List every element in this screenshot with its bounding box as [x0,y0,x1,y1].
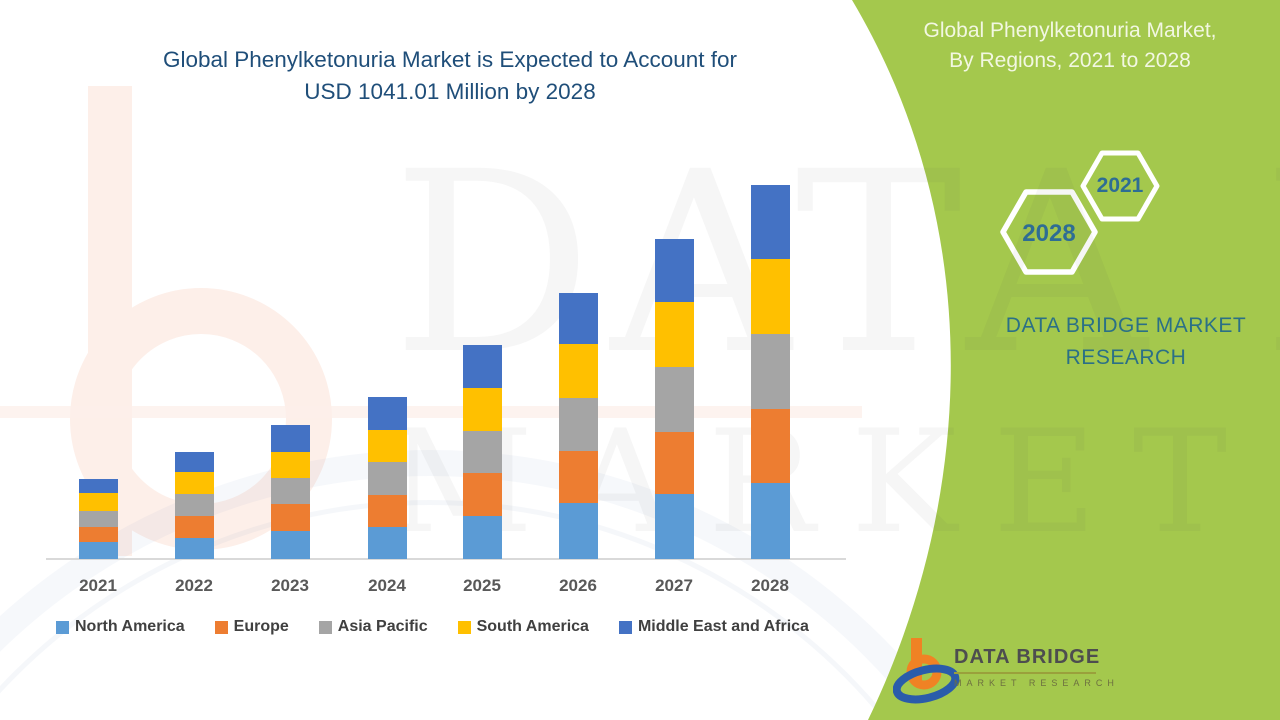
chart-title-line1: Global Phenylketonuria Market is Expecte… [162,47,738,72]
hexagon-2028-outline [1000,189,1098,275]
chart-title: Global Phenylketonuria Market is Expecte… [60,44,840,108]
stacked-bar-2021 [78,478,118,559]
stacked-bar-2025 [462,344,502,559]
bar-segment-europe [654,431,694,494]
bar-segment-south-america [462,387,502,431]
legend-swatch-icon [618,620,632,634]
stacked-bar-2022 [174,452,214,559]
x-axis-label-2028: 2028 [751,576,789,595]
bar-segment-south-america [174,472,214,495]
bar-segment-asia-pacific [367,462,407,496]
bar-segment-europe [367,495,407,528]
watermark-pink-band [0,406,862,418]
stacked-bar-2023 [270,425,310,559]
bar-segment-north-america [367,527,407,559]
stacked-bar-2024 [367,396,407,559]
x-axis-label-2024: 2024 [368,576,406,595]
legend-label: Asia Pacific [337,618,428,635]
bar-segment-south-america [78,492,118,511]
hexagon-2021-label: 2021 [1096,174,1144,197]
bar-segment-europe [750,408,790,483]
x-axis-label-2027: 2027 [655,576,693,595]
bar-segment-asia-pacific [270,478,310,505]
bar-segment-south-america [750,258,790,334]
bar-segment-asia-pacific [654,366,694,432]
legend-item-north-america: North America [56,618,185,636]
legend-swatch-icon [318,620,332,634]
footer-logo-sub: MARKET RESEARCH [954,678,1119,688]
sidebar-brand-line1: DATA BRIDGE MARKET [1005,314,1247,337]
bar-segment-asia-pacific [174,494,214,517]
sidebar-brand-line2: RESEARCH [1065,346,1187,369]
bar-segment-south-america [270,452,310,479]
x-axis-line [46,558,846,560]
x-axis-label-2025: 2025 [463,576,501,595]
hexagon-2021-outline [1080,150,1160,222]
legend-item-south-america: South America [457,618,589,636]
bar-segment-europe [558,450,598,503]
bar-segment-middle-east-and-africa [367,396,407,431]
bar-segment-north-america [558,502,598,559]
stacked-bar-chart: 2021 2022 2023 2024 2025 2026 2027 2028 [46,184,846,595]
bar-segment-middle-east-and-africa [654,238,694,302]
legend-swatch-icon [457,620,471,634]
x-axis-label-2021: 2021 [79,576,117,595]
hexagon-2028-label: 2028 [1022,220,1076,247]
bar-segment-asia-pacific [78,510,118,528]
bar-segment-asia-pacific [558,397,598,451]
bar-segment-north-america [270,530,310,559]
footer-logo-rule [954,672,1096,674]
sidebar-title-line2: By Regions, 2021 to 2028 [949,49,1191,72]
bar-segment-asia-pacific [462,430,502,473]
bar-segment-north-america [462,515,502,559]
bar-segment-north-america [654,493,694,559]
stacked-bar-2027 [654,238,694,559]
sidebar-brand-text: DATA BRIDGE MARKET RESEARCH [965,310,1280,374]
bar-segment-middle-east-and-africa [462,344,502,388]
stacked-bar-2028 [750,184,790,559]
bar-segment-south-america [367,430,407,462]
chart-title-line2: USD 1041.01 Million by 2028 [304,79,596,104]
bar-segment-north-america [174,538,214,559]
legend-label: Europe [233,618,289,635]
legend-item-asia-pacific: Asia Pacific [318,618,428,636]
bar-segment-middle-east-and-africa [558,292,598,344]
bar-segment-south-america [558,343,598,398]
chart-legend: North America Europe Asia Pacific South Ame… [56,618,846,636]
bar-segment-middle-east-and-africa [78,478,118,493]
legend-label: Middle East and Africa [637,618,809,635]
footer-logo-name: DATA BRIDGE [954,646,1101,668]
x-axis-label-2022: 2022 [175,576,213,595]
bar-segment-europe [174,516,214,539]
x-axis-label-2023: 2023 [271,576,309,595]
sidebar-title: Global Phenylketonuria Market, By Region… [880,16,1260,76]
legend-label: North America [75,618,185,635]
legend-item-europe: Europe [214,618,289,636]
bar-segment-asia-pacific [750,333,790,409]
sidebar-title-line1: Global Phenylketonuria Market, [923,19,1217,42]
bar-segment-middle-east-and-africa [174,452,214,473]
legend-swatch-icon [214,620,228,634]
legend-item-middle-east-and-africa: Middle East and Africa [618,618,809,636]
bar-segment-europe [78,527,118,543]
bar-segment-middle-east-and-africa [270,425,310,453]
bar-segment-north-america [750,482,790,559]
bar-segment-south-america [654,301,694,367]
legend-label: South America [476,618,589,635]
bar-segment-north-america [78,542,118,559]
x-axis-label-2026: 2026 [559,576,597,595]
bar-segment-europe [462,472,502,516]
data-bridge-logo-icon [893,638,960,704]
bar-segment-europe [270,504,310,531]
stacked-bar-2026 [558,292,598,559]
bar-segment-middle-east-and-africa [750,184,790,259]
legend-swatch-icon [56,620,69,634]
